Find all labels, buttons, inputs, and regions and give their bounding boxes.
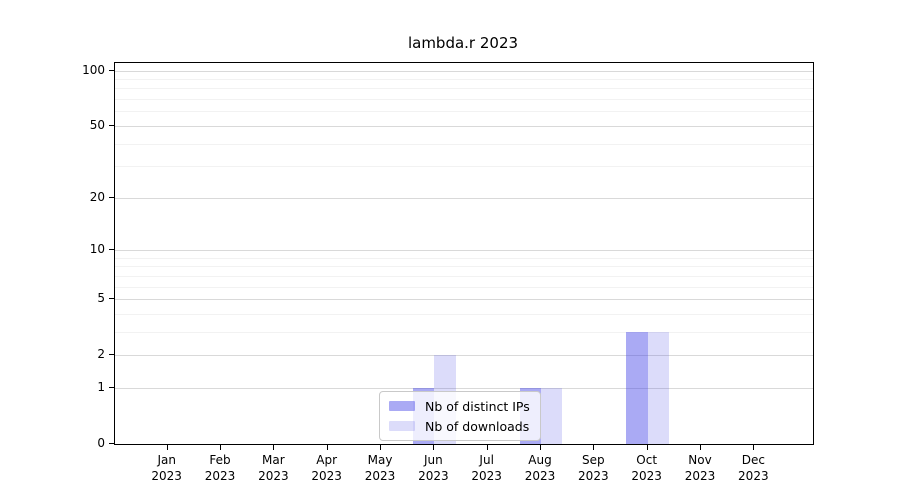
gridline-minor <box>115 313 813 315</box>
x-axis-tick <box>753 445 755 450</box>
x-axis-tick <box>433 445 435 450</box>
plot-area <box>114 62 814 445</box>
x-axis-tick-label: Sep 2023 <box>578 453 609 483</box>
y-axis-tick <box>109 298 114 300</box>
gridline-minor <box>115 286 813 288</box>
y-axis-tick-label: 0 <box>97 436 105 450</box>
x-axis-tick <box>273 445 275 450</box>
x-axis-tick <box>486 445 488 450</box>
x-axis-tick <box>593 445 595 450</box>
y-axis-tick <box>109 69 114 71</box>
x-axis-tick <box>540 445 541 450</box>
bar-downloads <box>541 387 563 444</box>
y-axis-tick-label: 50 <box>89 117 105 132</box>
gridline-minor <box>115 275 813 277</box>
y-axis-tick <box>109 124 114 126</box>
y-axis-tick <box>109 196 114 198</box>
x-axis-tick <box>166 445 168 450</box>
x-axis-tick-label: Dec 2023 <box>738 453 769 483</box>
chart-title: lambda.r 2023 <box>407 34 519 52</box>
y-axis-tick-label: 20 <box>89 189 105 204</box>
gridline-minor <box>115 99 813 101</box>
x-axis-tick <box>646 445 648 450</box>
x-axis-tick-label: Feb 2023 <box>204 453 236 483</box>
bar-downloads <box>647 331 669 444</box>
gridline-major <box>115 355 813 357</box>
y-axis-tick-label: 10 <box>89 242 105 256</box>
gridline-minor <box>115 111 813 113</box>
x-axis-tick <box>220 445 222 450</box>
y-axis-tick-label: 1 <box>97 379 105 394</box>
legend-item-distinct-ips: Nb of distinct IPs <box>389 397 530 415</box>
x-axis-tick-label: Apr 2023 <box>311 453 342 483</box>
gridline-major <box>115 70 813 72</box>
legend-swatch-downloads <box>389 421 415 431</box>
x-axis-tick-label: Jun 2023 <box>418 453 449 483</box>
y-axis-tick-label: 2 <box>97 347 105 362</box>
x-axis-tick <box>700 445 701 450</box>
bar-distinct-ips <box>626 331 648 444</box>
legend-label-downloads: Nb of downloads <box>425 418 530 434</box>
gridline-minor <box>115 166 813 168</box>
gridline-minor <box>115 257 813 259</box>
legend-swatch-distinct-ips <box>389 401 415 411</box>
y-axis-tick <box>109 443 114 444</box>
gridline-minor <box>115 79 813 81</box>
x-axis-tick <box>326 445 328 450</box>
x-axis-tick-label: Aug 2023 <box>524 453 556 483</box>
legend: Nb of distinct IPs Nb of downloads <box>379 391 541 441</box>
gridline-minor <box>115 266 813 268</box>
legend-item-downloads: Nb of downloads <box>389 417 530 435</box>
gridline-major <box>115 299 813 301</box>
x-axis-tick-label: Jan 2023 <box>151 453 182 483</box>
gridline-major <box>115 250 813 251</box>
y-axis-tick-label: 100 <box>82 62 105 77</box>
gridline-minor <box>115 143 813 145</box>
y-axis-tick <box>109 249 114 250</box>
x-axis-tick-label: Jul 2023 <box>471 453 502 483</box>
legend-label-distinct-ips: Nb of distinct IPs <box>425 398 530 414</box>
x-axis-tick <box>380 445 382 450</box>
x-axis-tick-label: May 2023 <box>364 453 396 483</box>
gridline-major <box>115 387 813 389</box>
x-axis-tick-label: Nov 2023 <box>684 453 716 483</box>
x-axis-tick-label: Mar 2023 <box>258 453 289 483</box>
gridline-major <box>115 125 813 127</box>
gridline-minor <box>115 88 813 90</box>
y-axis-tick <box>109 354 114 356</box>
gridline-major <box>115 197 813 199</box>
y-axis-tick <box>109 386 114 388</box>
x-axis-tick-label: Oct 2023 <box>631 453 662 483</box>
y-axis-tick-label: 5 <box>97 291 105 306</box>
gridline-minor <box>115 331 813 333</box>
